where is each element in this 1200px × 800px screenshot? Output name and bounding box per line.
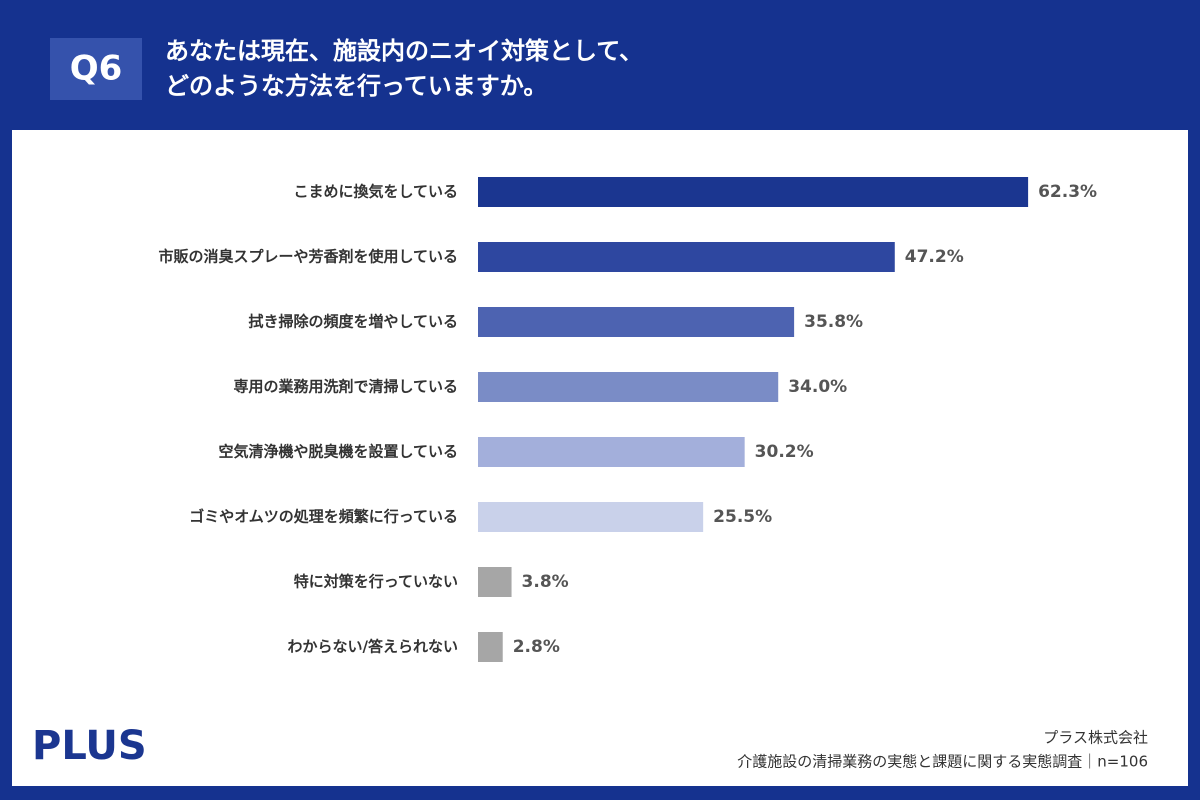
badge: Q6	[70, 49, 123, 89]
category-label: 専用の業務用洗剤で清掃している	[233, 378, 458, 396]
logo: PLUS	[32, 723, 147, 769]
category-label: こまめに換気をしている	[293, 183, 458, 201]
value-label: 35.8%	[804, 312, 863, 332]
bar	[478, 567, 512, 597]
bar	[478, 372, 779, 402]
value-label: 62.3%	[1038, 182, 1097, 202]
bar	[478, 177, 1029, 207]
category-label: 空気清浄機や脱臭機を設置している	[218, 443, 458, 461]
badge-box	[50, 38, 142, 100]
source: 介護施設の清掃業務の実態と課題に関する実態調査｜n=106	[737, 753, 1148, 771]
value-label: 2.8%	[513, 637, 560, 657]
chart-title: あなたは現在、施設内のニオイ対策として、	[165, 37, 643, 65]
bar	[478, 437, 745, 467]
category-label: わからない/答えられない	[288, 638, 458, 656]
value-label: 3.8%	[522, 572, 569, 592]
category-label: ゴミやオムツの処理を頻繁に行っている	[189, 508, 458, 526]
value-label: 30.2%	[755, 442, 814, 462]
source: プラス株式会社	[1043, 729, 1148, 747]
chart-title: どのような方法を行っていますか。	[165, 72, 547, 100]
value-label: 47.2%	[905, 247, 964, 267]
bar	[478, 632, 503, 662]
category-label: 市販の消臭スプレーや芳香剤を使用している	[158, 248, 458, 266]
value-label: 25.5%	[713, 507, 772, 527]
category-label: 拭き掃除の頻度を増やしている	[248, 313, 458, 331]
value-label: 34.0%	[788, 377, 847, 397]
bar	[478, 307, 795, 337]
category-label: 特に対策を行っていない	[294, 573, 458, 591]
bar	[478, 502, 704, 532]
bar	[478, 242, 895, 272]
